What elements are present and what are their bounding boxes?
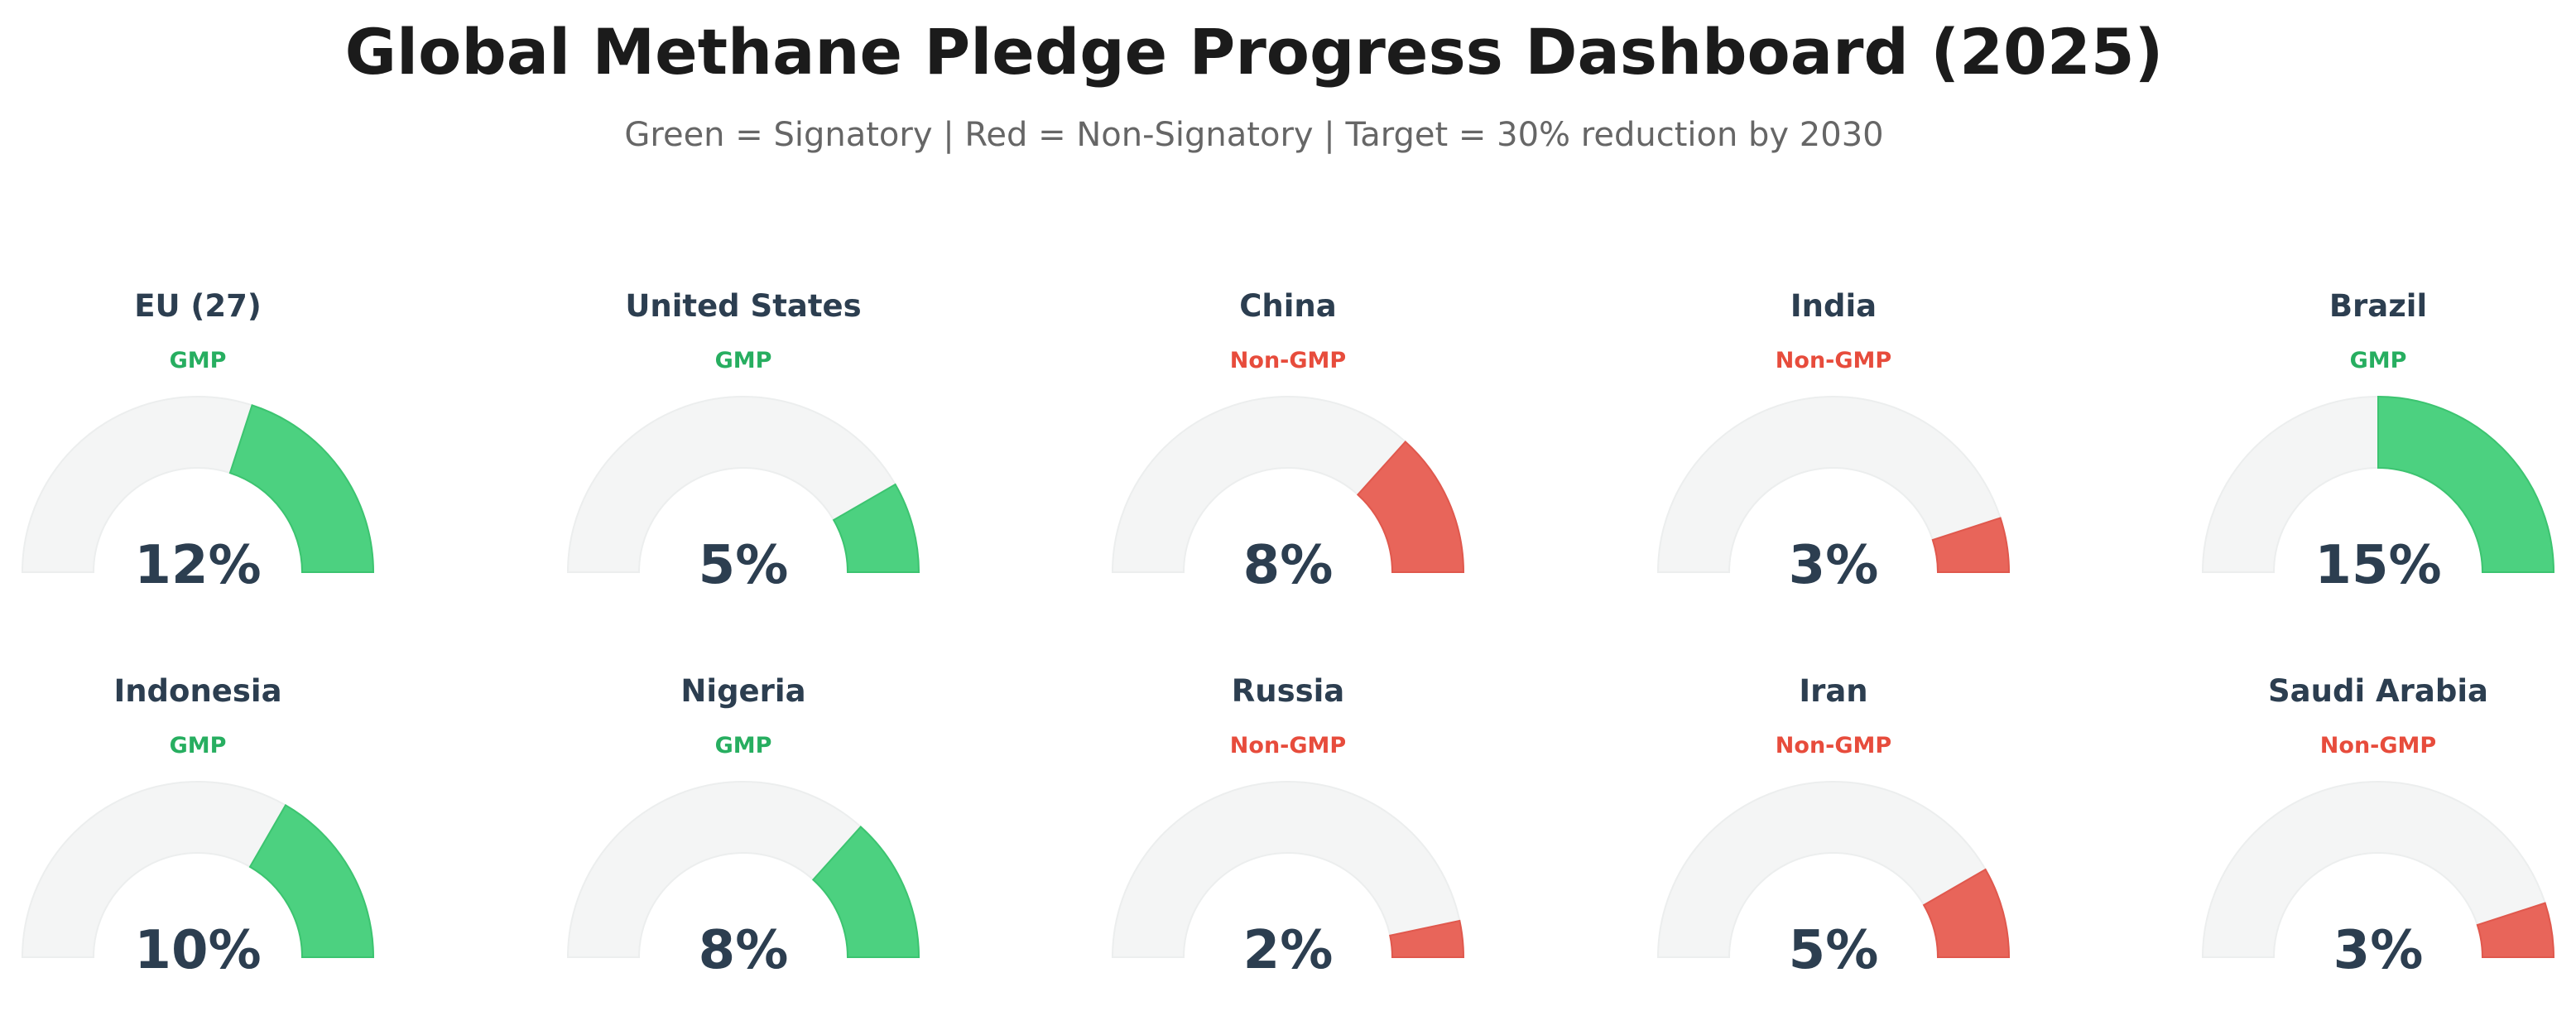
gauge-card: EU (27) GMP 12%: [0, 288, 396, 636]
gauge-dial: [1656, 781, 2011, 958]
gauge-value: 8%: [698, 920, 789, 981]
country-name: EU (27): [134, 288, 262, 324]
gauge-value: 2%: [1242, 920, 1334, 981]
pledge-status-label: GMP: [2349, 348, 2407, 373]
gauge-value: 15%: [2314, 535, 2442, 596]
gauge-dial: [21, 781, 375, 958]
gauge-fill: [248, 804, 375, 958]
gauge-fill: [2377, 395, 2555, 573]
gauge-dial: [1656, 396, 2011, 573]
gauge-card: Russia Non-GMP 2%: [1089, 673, 1487, 1021]
gauge-card: Brazil GMP 15%: [2180, 288, 2576, 636]
pledge-status-label: Non-GMP: [1775, 348, 1892, 373]
gauge-card: Saudi Arabia Non-GMP 3%: [2180, 673, 2576, 1021]
gauge-value: 5%: [698, 535, 789, 596]
gauge-card: United States GMP 5%: [545, 288, 942, 636]
gauge-fill: [1931, 517, 2011, 573]
gauge-track: [1111, 781, 1465, 958]
gauge-fill: [1356, 441, 1465, 573]
country-name: Russia: [1231, 673, 1345, 709]
gauge-value: 12%: [134, 535, 262, 596]
country-name: United States: [625, 288, 862, 324]
country-name: Brazil: [2328, 288, 2428, 324]
country-name: Saudi Arabia: [2268, 673, 2488, 709]
pledge-status-label: Non-GMP: [1229, 348, 1347, 373]
gauge-card: Nigeria GMP 8%: [545, 673, 942, 1021]
gauge-card: Indonesia GMP 10%: [0, 673, 396, 1021]
gauge-fill: [811, 826, 920, 958]
pledge-status-label: GMP: [169, 733, 227, 759]
pledge-status-label: Non-GMP: [1775, 733, 1892, 759]
pledge-status-label: GMP: [714, 348, 772, 373]
gauge-value: 10%: [134, 920, 262, 981]
gauge-dial: [2201, 395, 2555, 573]
gauge-dial: [1111, 396, 1465, 573]
gauge-fill: [1922, 868, 2011, 958]
page-title: Global Methane Pledge Progress Dashboard…: [344, 15, 2164, 89]
page-subtitle: Green = Signatory | Red = Non-Signatory …: [624, 116, 1884, 154]
gauge-fill: [228, 404, 375, 573]
gauge-dial: [21, 396, 375, 573]
country-name: Iran: [1799, 673, 1868, 709]
gauge-value: 3%: [2333, 920, 2424, 981]
gauge-card: Iran Non-GMP 5%: [1635, 673, 2032, 1021]
gauge-dial: [1111, 781, 1465, 958]
gauge-card: China Non-GMP 8%: [1089, 288, 1487, 636]
gauge-value: 3%: [1788, 535, 1879, 596]
gauge-dial: [2201, 781, 2555, 958]
gauge-dial: [566, 781, 920, 958]
gauge-fill: [2476, 902, 2555, 958]
pledge-status-label: Non-GMP: [1229, 733, 1347, 759]
gauge-value: 8%: [1242, 535, 1334, 596]
gauge-value: 5%: [1788, 920, 1879, 981]
gauge-fill: [1389, 919, 1465, 958]
gauge-card: India Non-GMP 3%: [1635, 288, 2032, 636]
gauge-grid: EU (27) GMP 12% United States GMP 5% China Non-…: [0, 288, 2576, 981]
gauge-fill: [832, 483, 920, 573]
country-name: Indonesia: [113, 673, 282, 709]
country-name: Nigeria: [680, 673, 806, 709]
country-name: India: [1790, 288, 1877, 324]
gauge-dial: [566, 396, 920, 573]
country-name: China: [1239, 288, 1337, 324]
pledge-status-label: GMP: [169, 348, 227, 373]
pledge-status-label: Non-GMP: [2319, 733, 2437, 759]
pledge-status-label: GMP: [714, 733, 772, 759]
